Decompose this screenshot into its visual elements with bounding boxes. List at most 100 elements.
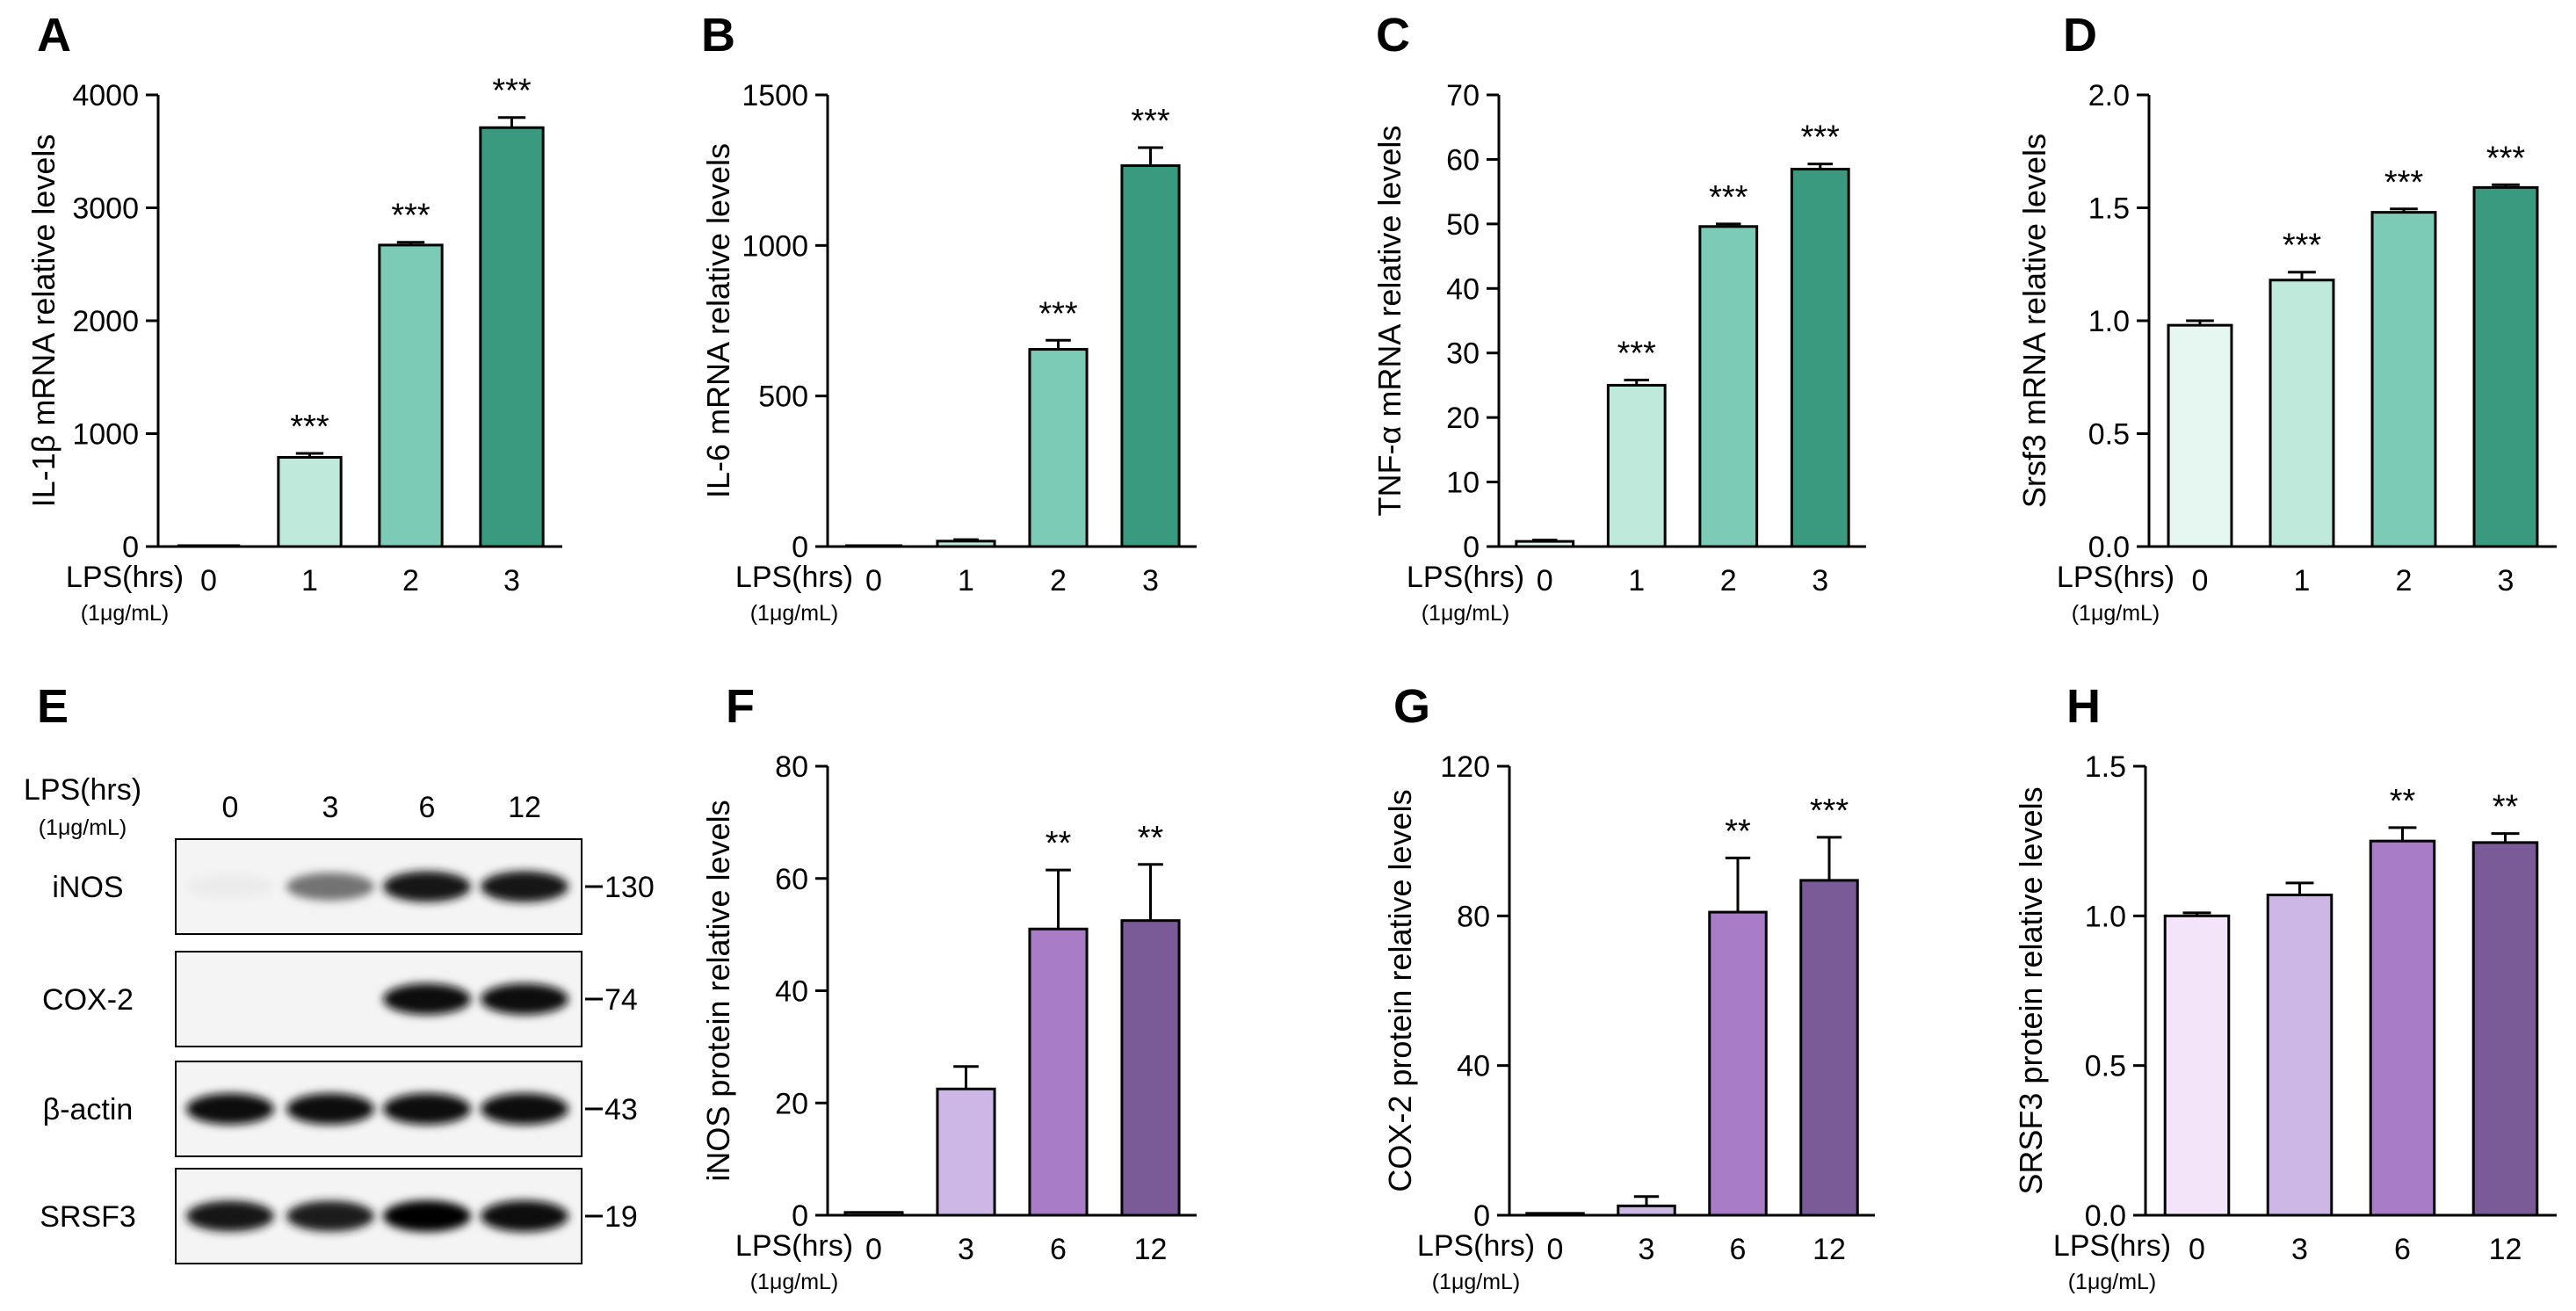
bar (1525, 1212, 1585, 1217)
x-tick-label: 3 (503, 564, 520, 598)
bar (2163, 914, 2231, 1217)
y-tick-label: 1.5 (2088, 192, 2130, 226)
significance-label: *** (1810, 793, 1849, 829)
y-tick-label: 2.0 (2088, 79, 2130, 112)
y-axis-label: iNOS protein relative levels (700, 800, 736, 1181)
significance-label: *** (1131, 103, 1170, 140)
significance-label: ** (1046, 825, 1072, 862)
y-axis-label: IL-6 mRNA relative levels (700, 143, 736, 498)
y-tick-label: 30 (1446, 337, 1480, 371)
y-tick-label: 2000 (72, 305, 139, 338)
blot-band (186, 1093, 274, 1125)
y-tick-label: 60 (1446, 143, 1480, 177)
significance-label: ** (1138, 820, 1164, 857)
significance-label: *** (1038, 295, 1078, 332)
y-tick-label: 0 (1463, 531, 1480, 564)
bar (2370, 211, 2437, 548)
significance-label: *** (1709, 179, 1748, 216)
y-tick-label: 120 (1440, 750, 1490, 784)
significance-label: *** (2283, 228, 2322, 264)
y-tick-label: 0 (122, 531, 139, 564)
x-tick-label: 3 (2291, 1233, 2308, 1266)
x-tick-label: 1 (2294, 564, 2311, 598)
blot-band (286, 1200, 374, 1232)
y-axis-label: Srsf3 mRNA relative levels (2016, 134, 2052, 508)
y-axis-label: IL-1β mRNA relative levels (25, 134, 62, 508)
blot-band (383, 871, 471, 902)
significance-label: *** (1801, 120, 1841, 156)
blot-lane-label: 3 (322, 791, 339, 824)
blot-lane-label: 6 (419, 791, 436, 824)
x-tick-label: 12 (1813, 1233, 1846, 1266)
blot-lps-sublabel: (1μg/mL) (39, 815, 127, 840)
chart-panel-d: D 0.0 0.5 1.0 1.5 2.0 Srsf3 mRNA relative leve… (2016, 9, 2557, 626)
blot-band (383, 1093, 471, 1125)
y-tick-label: 1000 (742, 229, 808, 263)
bar (2472, 185, 2539, 548)
bar (1790, 167, 1850, 548)
x-tick-label: 3 (1812, 564, 1828, 598)
y-tick-label: 20 (775, 1087, 808, 1120)
y-tick-label: 1.5 (2085, 750, 2126, 784)
blot-lane-label: 0 (222, 791, 239, 824)
x-tick-label: 12 (1134, 1233, 1168, 1266)
western-blot-panel-e: E LPS(hrs) (1μg/mL) 0 3 6 12 iNOS 130 COX-2 74 β-ac… (24, 680, 655, 1264)
bar (1120, 164, 1181, 548)
significance-label: *** (492, 73, 532, 110)
y-tick-label: 0.5 (2085, 1050, 2126, 1083)
significance-label: *** (2384, 164, 2424, 201)
x-tick-label: 6 (2394, 1233, 2411, 1266)
x-tick-label: 2 (1720, 564, 1737, 598)
bar (2268, 279, 2335, 548)
bar (2369, 839, 2436, 1217)
blot-band (186, 1200, 274, 1232)
bar (936, 1087, 996, 1217)
panel-letter: H (2066, 680, 2101, 733)
chart-panel-g: G 0 40 80 120 COX-2 protein relative levels 0 3… (1382, 680, 1875, 1294)
x-tick-label: 3 (958, 1233, 974, 1266)
blot-marker-label: 19 (604, 1200, 638, 1234)
bar (1028, 927, 1089, 1217)
x-tick-label: 2 (2396, 564, 2413, 598)
y-tick-label: 4000 (72, 79, 139, 112)
x-tick-label: 0 (1547, 1233, 1564, 1266)
bar (1028, 348, 1089, 548)
y-axis-label: TNF-α mRNA relative levels (1371, 126, 1407, 517)
y-tick-label: 1.0 (2088, 305, 2130, 338)
bar (1799, 879, 1859, 1217)
blot-marker-label: 43 (604, 1093, 638, 1126)
panel-letter: G (1393, 680, 1430, 733)
x-tick-label: 1 (301, 564, 318, 598)
y-tick-label: 0 (792, 1199, 808, 1233)
chart-panel-h: H 0.0 0.5 1.0 1.5 SRSF3 protein relative leve… (2013, 680, 2557, 1294)
blot-band (383, 983, 471, 1015)
x-axis-label: LPS(hrs) (2053, 1229, 2171, 1263)
panel-letter: A (37, 9, 71, 62)
y-tick-label: 3000 (72, 192, 139, 226)
y-tick-label: 70 (1446, 79, 1480, 112)
y-tick-label: 0 (1473, 1199, 1490, 1233)
x-axis-label: LPS(hrs) (2057, 561, 2174, 594)
blot-protein-label: iNOS (52, 871, 123, 904)
bar (843, 1211, 904, 1217)
y-tick-label: 1.0 (2085, 900, 2126, 933)
y-tick-label: 40 (775, 975, 808, 1009)
bar (2266, 893, 2334, 1217)
blot-band (481, 1093, 568, 1125)
bar (1120, 919, 1181, 1217)
blot-protein-label: SRSF3 (40, 1200, 136, 1234)
x-axis-sublabel: (1μg/mL) (81, 601, 170, 626)
y-tick-label: 0 (792, 531, 808, 564)
bar (1606, 383, 1667, 548)
x-tick-label: 0 (865, 1233, 882, 1266)
bar (277, 455, 343, 548)
blot-marker-label: 74 (604, 983, 638, 1017)
x-tick-label: 2 (402, 564, 419, 598)
significance-label: ** (2390, 783, 2416, 820)
x-tick-label: 3 (2498, 564, 2514, 598)
bar (1617, 1204, 1676, 1217)
y-tick-label: 40 (1446, 272, 1480, 306)
bar (936, 540, 996, 548)
